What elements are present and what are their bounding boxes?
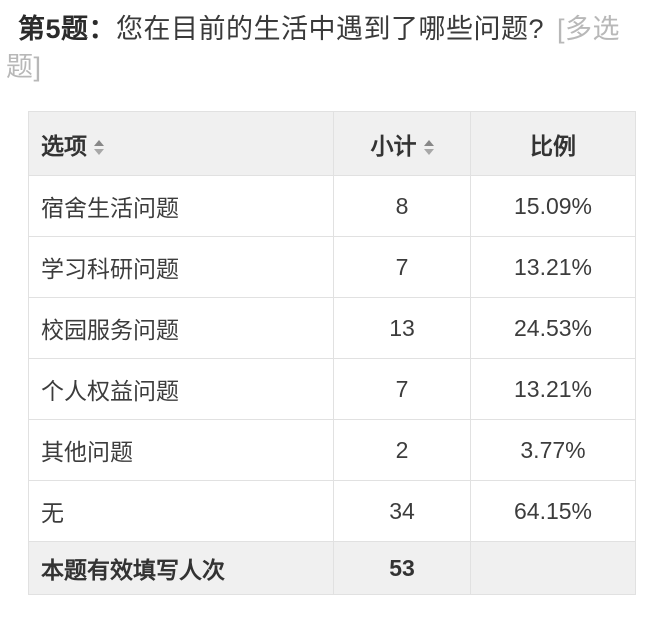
- question-type-tag: [多选题]: [6, 14, 621, 82]
- table-header: 选项 小计 比例: [28, 111, 636, 176]
- sort-icon: [94, 139, 104, 155]
- col-header-count[interactable]: 小计: [333, 111, 471, 176]
- count-cell: 7: [333, 236, 471, 298]
- table-row: 无 34 64.15%: [28, 480, 636, 542]
- count-cell: 2: [333, 419, 471, 481]
- count-cell: 8: [333, 175, 471, 237]
- count-cell: 13: [333, 297, 471, 359]
- sort-up-icon: [423, 139, 434, 146]
- total-label-cell: 本题有效填写人次: [28, 541, 334, 595]
- table-body: 宿舍生活问题 8 15.09% 学习科研问题 7 13.21% 校园服务问题 1…: [28, 175, 636, 595]
- sort-down-icon: [423, 148, 434, 155]
- col-header-option[interactable]: 选项: [28, 111, 334, 176]
- option-cell: 个人权益问题: [28, 358, 334, 420]
- table-row: 校园服务问题 13 24.53%: [28, 297, 636, 359]
- count-cell: 7: [333, 358, 471, 420]
- question-title: 第5题：您在目前的生活中遇到了哪些问题? [多选题]: [6, 10, 632, 86]
- table-row: 宿舍生活问题 8 15.09%: [28, 175, 636, 237]
- ratio-cell: 15.09%: [470, 175, 636, 237]
- question-number: 第5题：: [18, 14, 117, 44]
- sort-icon: [423, 139, 434, 155]
- ratio-cell: 3.77%: [470, 419, 636, 481]
- sort-up-icon: [94, 139, 104, 146]
- count-cell: 34: [333, 480, 471, 542]
- total-ratio-cell: [470, 541, 636, 595]
- option-cell: 宿舍生活问题: [28, 175, 334, 237]
- col-header-count-label: 小计: [370, 132, 417, 159]
- question-text: 您在目前的生活中遇到了哪些问题?: [116, 14, 545, 44]
- ratio-cell: 13.21%: [470, 236, 636, 298]
- table-row: 个人权益问题 7 13.21%: [28, 358, 636, 420]
- ratio-cell: 24.53%: [470, 297, 636, 359]
- option-cell: 其他问题: [28, 419, 334, 481]
- ratio-cell: 13.21%: [470, 358, 636, 420]
- col-header-option-label: 选项: [41, 132, 87, 159]
- option-cell: 校园服务问题: [28, 297, 334, 359]
- table-row: 其他问题 2 3.77%: [28, 419, 636, 481]
- header-row: 选项 小计 比例: [28, 111, 636, 176]
- sort-down-icon: [94, 148, 104, 155]
- total-row: 本题有效填写人次 53: [28, 541, 636, 595]
- col-header-ratio-label: 比例: [530, 132, 576, 159]
- results-table: 选项 小计 比例 宿舍生活问题 8 15.09% 学习科研问题 7 13.21%…: [28, 111, 636, 595]
- option-cell: 学习科研问题: [28, 236, 334, 298]
- col-header-ratio: 比例: [470, 111, 636, 176]
- table-row: 学习科研问题 7 13.21%: [28, 236, 636, 298]
- option-cell: 无: [28, 480, 334, 542]
- ratio-cell: 64.15%: [470, 480, 636, 542]
- total-count-cell: 53: [333, 541, 471, 595]
